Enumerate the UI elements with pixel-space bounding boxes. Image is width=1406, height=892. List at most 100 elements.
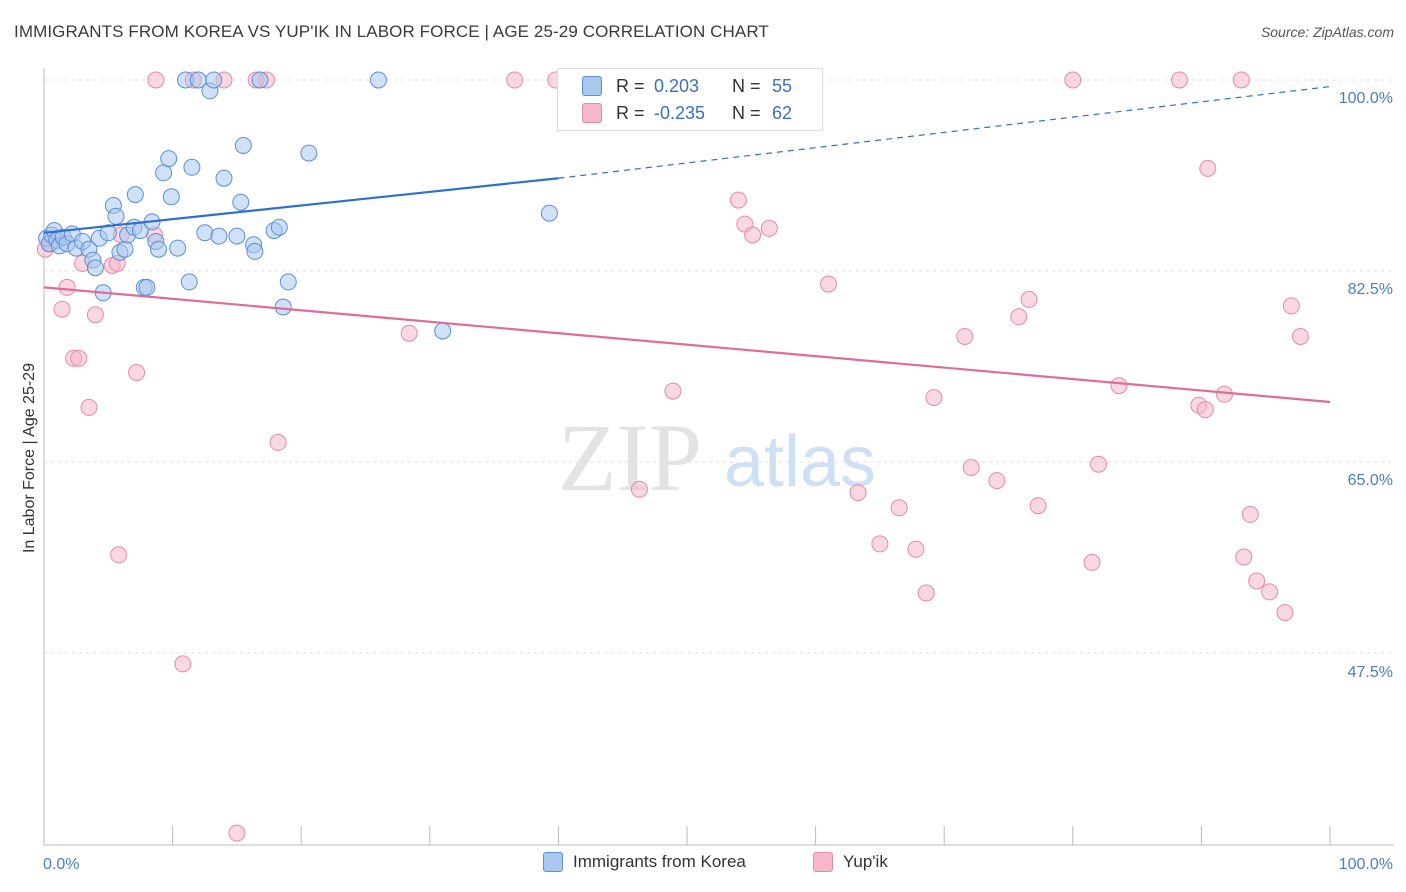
korea-legend-label: Immigrants from Korea	[573, 852, 746, 871]
y-tick-label-82-5: 82.5%	[1348, 281, 1393, 298]
korea-r-value: 0.203	[654, 75, 700, 96]
yupik-point-50	[1110, 377, 1128, 395]
yupik-point-63	[1291, 328, 1309, 345]
yupik-n-value: 62	[772, 102, 793, 123]
korea-point-18	[107, 207, 125, 225]
korea-point-42	[215, 169, 233, 187]
yupik-r-value: -0.235	[654, 102, 706, 123]
yupik-point-58	[1241, 505, 1259, 523]
yupik-point-15	[147, 71, 165, 89]
korea-point-45	[234, 137, 252, 154]
yupik-point-55	[1216, 385, 1233, 403]
korea-trend-line	[43, 177, 559, 234]
yupik-trend-line	[43, 286, 1331, 404]
y-axis-label: In Labor Force | Age 25-29	[21, 363, 38, 553]
korea-point-51	[274, 298, 292, 316]
y-tick-label-100: 100.0%	[1339, 90, 1393, 107]
yupik-point-33	[760, 219, 778, 237]
yupik-point-26	[630, 480, 648, 498]
korea-point-54	[369, 71, 387, 89]
legend-item-korea[interactable]: Immigrants from Korea	[543, 852, 746, 872]
korea-point-38	[196, 224, 214, 242]
legend-item-yupik[interactable]: Yup'ik	[813, 852, 888, 872]
korea-point-43	[228, 227, 246, 245]
korea-n-label: N =	[732, 75, 761, 96]
yupik-point-30	[729, 191, 747, 209]
korea-point-56	[540, 204, 558, 222]
yupik-point-57	[1235, 548, 1253, 566]
series-legend: Immigrants from Korea Yup'ik	[0, 852, 1406, 876]
korea-points	[38, 71, 558, 340]
yupik-point-62	[1282, 297, 1300, 315]
korea-swatch	[582, 76, 602, 96]
grid-lines	[44, 79, 1394, 654]
yupik-swatch	[582, 103, 602, 123]
yupik-point-42	[962, 459, 980, 476]
chart-title: IMMIGRANTS FROM KOREA VS YUP'IK IN LABOR…	[14, 22, 769, 41]
x-tick-label-0: 0.0%	[43, 856, 79, 873]
legend-row-yupik: R = -0.235 N = 62	[582, 101, 792, 125]
yupik-point-43	[988, 472, 1006, 490]
x-tick-label-100: 100.0%	[1339, 856, 1393, 873]
korea-point-33	[169, 239, 187, 257]
yupik-point-41	[956, 328, 974, 345]
korea-point-30	[155, 164, 173, 182]
korea-point-31	[160, 150, 178, 168]
yupik-legend-swatch	[813, 852, 833, 872]
korea-point-52	[279, 273, 297, 291]
korea-point-50	[270, 218, 288, 236]
yupik-point-19	[228, 824, 246, 842]
korea-r-label: R =	[616, 75, 645, 96]
korea-point-20	[116, 240, 134, 258]
korea-n-value: 55	[772, 75, 793, 96]
korea-point-44	[232, 193, 250, 211]
yupik-point-39	[917, 584, 935, 602]
axes	[43, 68, 1394, 846]
yupik-point-56	[1232, 71, 1250, 89]
yupik-point-45	[1020, 290, 1038, 308]
yupik-point-24	[506, 71, 524, 89]
korea-point-23	[126, 186, 144, 204]
korea-point-35	[180, 273, 198, 291]
yupik-point-35	[849, 484, 867, 502]
korea-point-32	[162, 188, 180, 206]
yupik-point-49	[1090, 455, 1107, 473]
watermark-zip: ZIP	[558, 404, 702, 511]
yupik-point-54	[1199, 159, 1217, 177]
korea-trend-extension	[558, 85, 1331, 179]
yupik-legend-label: Yup'ik	[843, 852, 888, 871]
yupik-point-59	[1248, 572, 1266, 590]
yupik-point-2	[53, 300, 71, 318]
yupik-point-23	[400, 324, 418, 342]
watermark: ZIP atlas	[558, 404, 876, 511]
yupik-n-label: N =	[732, 102, 761, 123]
yupik-point-60	[1261, 583, 1279, 601]
yupik-point-13	[128, 364, 146, 381]
yupik-point-11	[110, 546, 128, 564]
source-credit: Source: ZipAtlas.com	[1260, 24, 1394, 40]
y-tick-label-47-5: 47.5%	[1348, 664, 1393, 681]
yupik-point-36	[871, 535, 889, 553]
yupik-point-5	[70, 349, 88, 367]
yupik-point-8	[86, 306, 104, 324]
yupik-point-38	[907, 540, 925, 558]
korea-point-13	[86, 259, 104, 277]
yupik-point-47	[1064, 71, 1082, 89]
korea-point-55	[434, 322, 452, 340]
yupik-point-61	[1276, 604, 1294, 622]
korea-point-40	[205, 71, 223, 89]
yupik-point-44	[1010, 308, 1028, 326]
yupik-point-27	[664, 382, 682, 400]
yupik-point-22	[269, 433, 287, 451]
yupik-point-40	[925, 389, 943, 407]
korea-point-48	[251, 71, 269, 89]
yupik-point-16	[174, 655, 192, 673]
yupik-point-53	[1196, 401, 1214, 419]
y-tick-label-65: 65.0%	[1348, 472, 1393, 489]
korea-point-16	[99, 224, 117, 242]
korea-legend-swatch	[543, 852, 563, 872]
yupik-point-32	[744, 226, 762, 244]
korea-point-29	[150, 240, 167, 258]
yupik-r-label: R =	[616, 102, 645, 123]
